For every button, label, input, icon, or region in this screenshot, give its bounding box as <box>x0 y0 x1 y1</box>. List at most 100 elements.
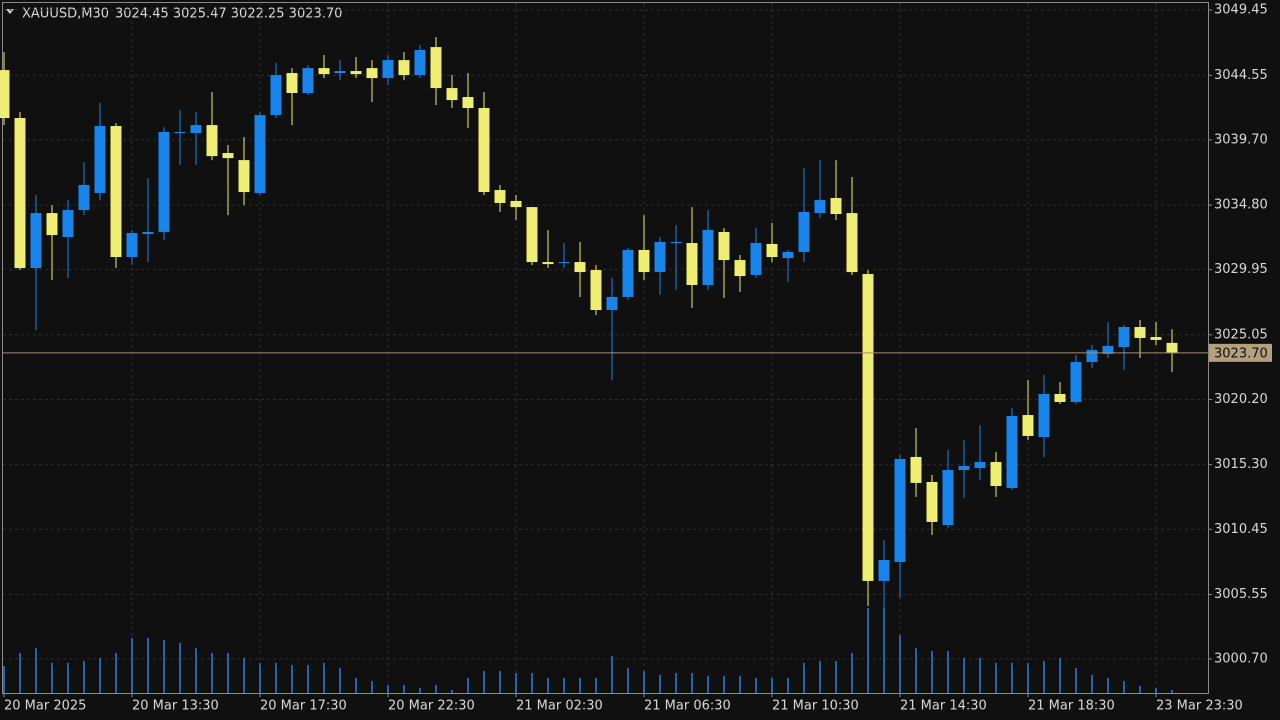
candle-body <box>462 96 474 109</box>
candle-body <box>142 231 154 234</box>
candle-body <box>878 560 890 581</box>
candle-body <box>574 262 586 273</box>
candle-body <box>1134 327 1146 338</box>
candle-body <box>782 251 794 259</box>
y-tick-label: 3000.70 <box>1214 652 1268 667</box>
candle-body <box>686 243 698 285</box>
candle-body <box>1102 345 1114 354</box>
candle-body <box>254 115 266 193</box>
y-tick-label: 3044.55 <box>1214 68 1268 83</box>
candle-body <box>990 462 1002 486</box>
candle-body <box>94 126 106 193</box>
y-tick-label: 3010.45 <box>1214 522 1268 537</box>
candle-body <box>702 229 714 285</box>
candle-body <box>1006 415 1018 488</box>
x-tick-label: 23 Mar 23:30 <box>1156 699 1243 714</box>
candle-body <box>1022 415 1034 436</box>
candle-body <box>1118 327 1130 348</box>
y-tick-label: 3039.70 <box>1214 132 1268 147</box>
candle-body <box>334 71 346 74</box>
candle-body <box>270 75 282 116</box>
candle-body <box>46 213 58 236</box>
x-tick-label: 21 Mar 06:30 <box>644 699 731 714</box>
candle-body <box>222 153 234 159</box>
candle-body <box>238 160 250 193</box>
candle-body <box>846 213 858 273</box>
candle-body <box>110 126 122 258</box>
candle-body <box>622 249 634 297</box>
candle-body <box>590 270 602 310</box>
candle-body <box>206 125 218 157</box>
candle-body <box>734 260 746 277</box>
candle-body <box>814 200 826 214</box>
candle-body <box>190 125 202 134</box>
candle-body <box>654 241 666 273</box>
symbol: XAUUSD,M30 <box>22 7 109 22</box>
candle-body <box>542 262 554 265</box>
candle-body <box>958 466 970 471</box>
candle-body <box>174 132 186 134</box>
y-tick-label: 3020.20 <box>1214 392 1268 407</box>
candle-body <box>398 60 410 76</box>
candle-body <box>350 71 362 75</box>
candle-body <box>766 243 778 258</box>
y-tick-label: 3034.80 <box>1214 198 1268 213</box>
candle-body <box>478 108 490 193</box>
y-tick-label: 3025.05 <box>1214 327 1268 342</box>
candle-body <box>862 274 874 581</box>
price-label: 3023.70 <box>1214 346 1268 361</box>
candle-body <box>558 262 570 264</box>
plot-frame <box>2 2 1209 694</box>
candle-body <box>910 456 922 483</box>
candle-body <box>1086 349 1098 363</box>
candle-body <box>30 213 42 269</box>
candle-body <box>318 68 330 75</box>
y-tick-label: 3049.45 <box>1214 3 1268 18</box>
y-tick-label: 3029.95 <box>1214 262 1268 277</box>
x-tick-label: 20 Mar 22:30 <box>388 699 475 714</box>
candle-body <box>830 198 842 215</box>
candle-body <box>1166 342 1178 353</box>
grid <box>3 3 1208 693</box>
candle-body <box>750 243 762 275</box>
candle-body <box>302 68 314 93</box>
candle-body <box>414 49 426 76</box>
candle-body <box>0 70 10 119</box>
candle-body <box>494 190 506 203</box>
candle-body <box>382 60 394 79</box>
volume-pane <box>3 608 1173 693</box>
candle-body <box>430 47 442 89</box>
x-tick-label: 21 Mar 02:30 <box>516 699 603 714</box>
candle-body <box>942 470 954 525</box>
candle-body <box>62 210 74 238</box>
candle-body <box>126 233 138 258</box>
candle-body <box>446 88 458 101</box>
candle-body <box>286 73 298 93</box>
candle-body <box>974 462 986 469</box>
candle-body <box>718 231 730 261</box>
candle-body <box>1038 393 1050 437</box>
candle-body <box>894 458 906 563</box>
candle-body <box>606 296 618 310</box>
candle-body <box>14 118 26 269</box>
axes: 3049.45 3044.55 3039.70 3034.80 3029.95 3025.… <box>3 3 1272 714</box>
candle-body <box>798 212 810 252</box>
candle-body <box>670 241 682 244</box>
x-tick-label: 20 Mar 13:30 <box>132 699 219 714</box>
candle-body <box>1150 337 1162 340</box>
x-tick-label: 21 Mar 10:30 <box>772 699 859 714</box>
candle-body <box>158 132 170 232</box>
price-label-box <box>1209 343 1272 362</box>
x-tick-label: 20 Mar 2025 <box>4 699 86 714</box>
candle-body <box>526 207 538 263</box>
x-tick-label: 21 Mar 14:30 <box>900 699 987 714</box>
candle-body <box>1070 362 1082 402</box>
candle-body <box>366 68 378 79</box>
candle-body <box>926 481 938 522</box>
y-tick-label: 3015.30 <box>1214 457 1268 472</box>
candles <box>0 37 1178 665</box>
candle-body <box>638 249 650 273</box>
x-tick-label: 20 Mar 17:30 <box>260 699 347 714</box>
